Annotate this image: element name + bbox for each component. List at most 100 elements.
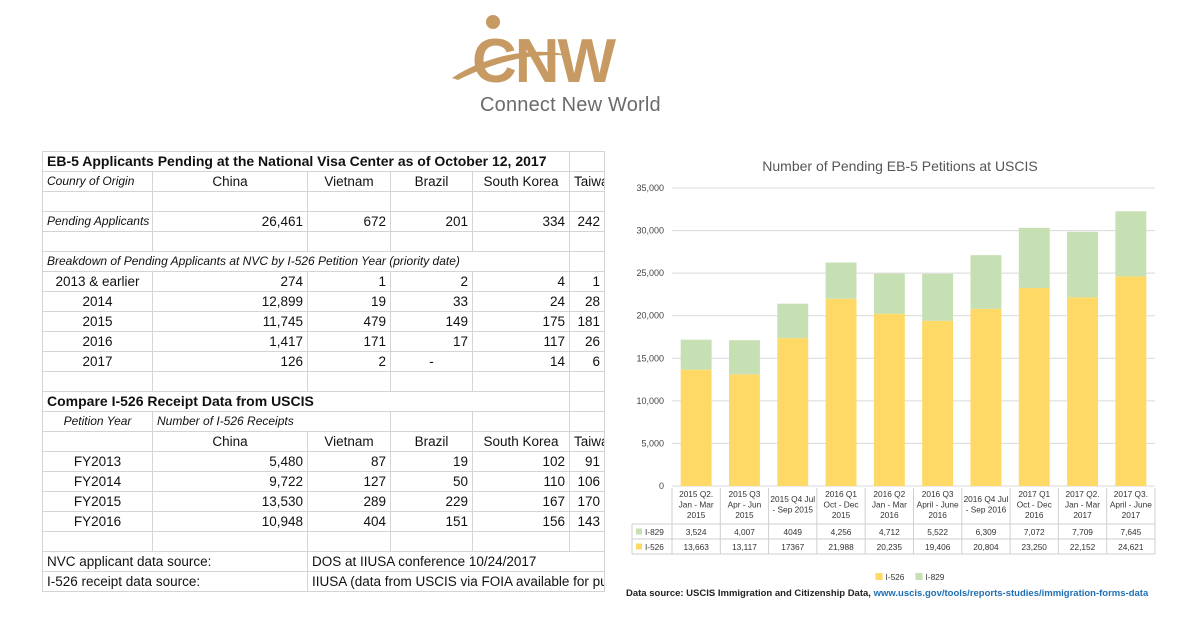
x-category-label: - Sep 2016 <box>966 505 1007 515</box>
cell-value: 171 <box>307 331 391 352</box>
data-label: 17367 <box>781 542 804 552</box>
table-row: 2016 1,417 171 17 117 26 <box>42 331 606 352</box>
data-label: 23,250 <box>1022 542 1048 552</box>
country-header: Taiwan <box>569 431 606 452</box>
source-link[interactable]: www.uscis.gov/tools/reports-studies/immi… <box>873 588 1149 599</box>
pending-value: 334 <box>471 211 571 232</box>
bar-i526 <box>970 308 1002 486</box>
country-header: Vietnam <box>307 171 391 192</box>
bar-i526 <box>777 338 809 486</box>
table-row: FY2016 10,948 404 151 156 143 <box>42 511 606 532</box>
x-category-label: Jan - Mar <box>679 500 714 510</box>
x-category-label: April - June <box>917 500 959 510</box>
data-label: 24,621 <box>1118 542 1144 552</box>
data-label: 20,804 <box>973 542 999 552</box>
x-category-label: 2015 <box>832 510 851 520</box>
data-label: 7,709 <box>1072 527 1093 537</box>
pending-value: 201 <box>390 211 473 232</box>
bar-i829 <box>922 273 954 321</box>
legend-label: I-526 <box>886 572 905 582</box>
x-category-label: 2015 Q2. <box>679 489 713 499</box>
x-category-label: Jan - Mar <box>872 500 907 510</box>
data-label: 4049 <box>784 527 803 537</box>
row-year: 2017 <box>42 351 153 372</box>
cell-value: 149 <box>390 311 473 332</box>
cell-value: 4 <box>471 271 571 292</box>
x-category-label: Jan - Mar <box>1065 500 1100 510</box>
cell-value: 19 <box>307 291 391 312</box>
country-header: South Korea <box>471 171 571 192</box>
pending-value: 26,461 <box>152 211 308 232</box>
cell-value: 143 <box>569 511 606 532</box>
cell-value: 9,722 <box>152 471 308 492</box>
x-category-label: 2015 Q4 Jul <box>770 494 815 504</box>
cell-value: 13,530 <box>152 491 308 512</box>
data-label: 20,235 <box>877 542 903 552</box>
x-category-label: 2015 Q3 <box>729 489 761 499</box>
data-label: 7,645 <box>1120 527 1141 537</box>
cell-value: 1 <box>569 271 606 292</box>
bar-i829 <box>728 340 760 375</box>
data-label: 7,072 <box>1024 527 1045 537</box>
cell-value: 33 <box>390 291 473 312</box>
bar-i829 <box>1018 227 1050 289</box>
chart-canvas: 0 5,000 10,000 15,000 20,000 25,000 30,000 35,0… <box>631 183 1156 582</box>
table-row: FY2013 5,480 87 19 102 91 <box>42 451 606 472</box>
cell-value: 274 <box>152 271 308 292</box>
pending-value: 242 <box>569 211 606 232</box>
data-label: 13,663 <box>683 542 709 552</box>
x-category-label: 2016 <box>880 510 899 520</box>
x-category-label: 2017 Q3. <box>1114 489 1148 499</box>
cell-value: 11,745 <box>152 311 308 332</box>
bar-i526 <box>1067 297 1099 486</box>
x-category-label: Apr - Jun <box>728 500 762 510</box>
cell-value: 170 <box>569 491 606 512</box>
cell-value: 14 <box>471 351 571 372</box>
x-category-label: - Sep 2015 <box>772 505 813 515</box>
cell-value: 2 <box>307 351 391 372</box>
bar-i829 <box>680 339 712 370</box>
cell-value: 110 <box>471 471 571 492</box>
table-row: 2017 126 2 - 14 6 <box>42 351 606 372</box>
bar-i526 <box>873 313 905 486</box>
data-label: 3,524 <box>686 527 707 537</box>
cell-value: 106 <box>569 471 606 492</box>
cell-value: 127 <box>307 471 391 492</box>
source-prefix: Data source: USCIS Immigration and Citiz… <box>626 588 874 599</box>
x-category-label: 2016 <box>1025 510 1044 520</box>
data-label: 19,406 <box>925 542 951 552</box>
x-category-label: 2016 Q3 <box>922 489 954 499</box>
cell-value: 404 <box>307 511 391 532</box>
bar-i526 <box>825 298 857 486</box>
country-header: China <box>152 171 308 192</box>
row-year: FY2014 <box>42 471 153 492</box>
table-legend-key <box>636 543 642 550</box>
chart-title: Number of Pending EB-5 Petitions at USCI… <box>762 158 1038 174</box>
x-category-label: 2017 Q1 <box>1018 489 1050 499</box>
data-label: 4,712 <box>879 527 900 537</box>
data-source-note: Data source: USCIS Immigration and Citiz… <box>626 588 1148 599</box>
cell-value: 87 <box>307 451 391 472</box>
x-category-label: Oct - Dec <box>1017 500 1052 510</box>
cell-value: 117 <box>471 331 571 352</box>
row-year: FY2016 <box>42 511 153 532</box>
y-tick-label: 15,000 <box>636 353 664 363</box>
legend-label: I-829 <box>926 572 945 582</box>
bar-i829 <box>873 273 905 314</box>
bar-i829 <box>825 262 857 299</box>
petition-year-label: Petition Year <box>42 411 153 432</box>
country-header: South Korea <box>471 431 571 452</box>
cell-value: 19 <box>390 451 473 472</box>
y-tick-label: 0 <box>659 481 664 491</box>
cell-value: 151 <box>390 511 473 532</box>
logo-tagline: Connect New World <box>480 94 661 116</box>
cell-value: 6 <box>569 351 606 372</box>
y-tick-label: 35,000 <box>636 183 664 193</box>
country-header: Vietnam <box>307 431 391 452</box>
cell-value: 1 <box>307 271 391 292</box>
x-category-label: 2017 Q2. <box>1065 489 1099 499</box>
y-tick-label: 10,000 <box>636 396 664 406</box>
cell-value: 229 <box>390 491 473 512</box>
cell-value: 2 <box>390 271 473 292</box>
data-label: 5,522 <box>927 527 948 537</box>
